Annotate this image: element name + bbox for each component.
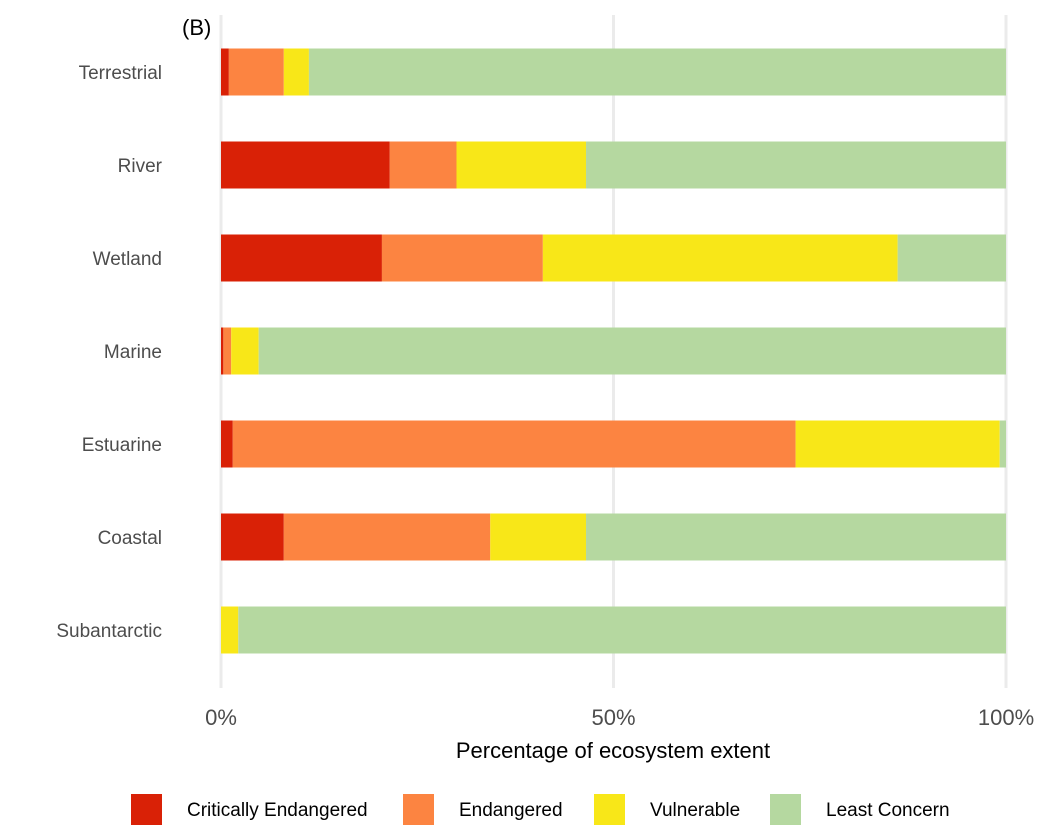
bar-river-least-concern xyxy=(586,141,1006,189)
legend-swatch-critically-endangered xyxy=(131,794,162,825)
bar-coastal-least-concern xyxy=(586,513,1006,561)
bar-estuarine-least-concern xyxy=(999,420,1006,468)
legend-swatch-least-concern xyxy=(770,794,801,825)
bar-coastal-vulnerable xyxy=(490,513,587,561)
bars xyxy=(221,48,1006,654)
category-label-marine: Marine xyxy=(104,342,162,363)
category-label-terrestrial: Terrestrial xyxy=(79,63,162,84)
bar-coastal-critically-endangered xyxy=(221,513,284,561)
bar-terrestrial-vulnerable xyxy=(283,48,309,96)
bar-river-critically-endangered xyxy=(221,141,390,189)
bar-wetland-least-concern xyxy=(897,234,1006,282)
bar-wetland-endangered xyxy=(381,234,543,282)
bar-wetland-vulnerable xyxy=(542,234,898,282)
bar-river-endangered xyxy=(389,141,457,189)
x-tick-label-100: 100% xyxy=(978,705,1034,730)
category-label-coastal: Coastal xyxy=(98,528,162,549)
legend-label-least-concern: Least Concern xyxy=(826,800,950,821)
category-label-estuarine: Estuarine xyxy=(82,435,162,456)
bar-marine-least-concern xyxy=(258,327,1006,375)
bar-estuarine-vulnerable xyxy=(795,420,1000,468)
legend-label-critically-endangered: Critically Endangered xyxy=(187,800,368,821)
category-labels: Terrestrial River Wetland Marine Estuarine Co… xyxy=(56,63,162,642)
legend-label-endangered: Endangered xyxy=(459,800,563,821)
bar-terrestrial-least-concern xyxy=(308,48,1006,96)
x-tick-label-50: 50% xyxy=(591,705,635,730)
bar-marine-vulnerable xyxy=(231,327,259,375)
legend: Critically Endangered Endangered Vulnerabl… xyxy=(131,794,950,825)
bar-coastal-endangered xyxy=(283,513,491,561)
bar-marine-critically-endangered xyxy=(221,327,224,375)
bar-terrestrial-endangered xyxy=(228,48,284,96)
legend-swatch-vulnerable xyxy=(594,794,625,825)
category-label-river: River xyxy=(118,156,163,177)
x-tick-labels: 0% 50% 100% xyxy=(205,705,1034,730)
bar-subantarctic-least-concern xyxy=(238,606,1006,654)
bar-estuarine-critically-endangered xyxy=(221,420,233,468)
bar-river-vulnerable xyxy=(456,141,587,189)
category-label-wetland: Wetland xyxy=(93,249,162,270)
bar-estuarine-endangered xyxy=(232,420,796,468)
bar-terrestrial-critically-endangered xyxy=(221,48,229,96)
category-label-subantarctic: Subantarctic xyxy=(56,621,162,642)
panel-label: (B) xyxy=(182,15,211,40)
x-tick-label-0: 0% xyxy=(205,705,237,730)
bar-subantarctic-vulnerable xyxy=(221,606,239,654)
x-axis-title: Percentage of ecosystem extent xyxy=(456,738,770,763)
bar-marine-endangered xyxy=(223,327,232,375)
bar-wetland-critically-endangered xyxy=(221,234,382,282)
legend-label-vulnerable: Vulnerable xyxy=(650,800,740,821)
legend-swatch-endangered xyxy=(403,794,434,825)
